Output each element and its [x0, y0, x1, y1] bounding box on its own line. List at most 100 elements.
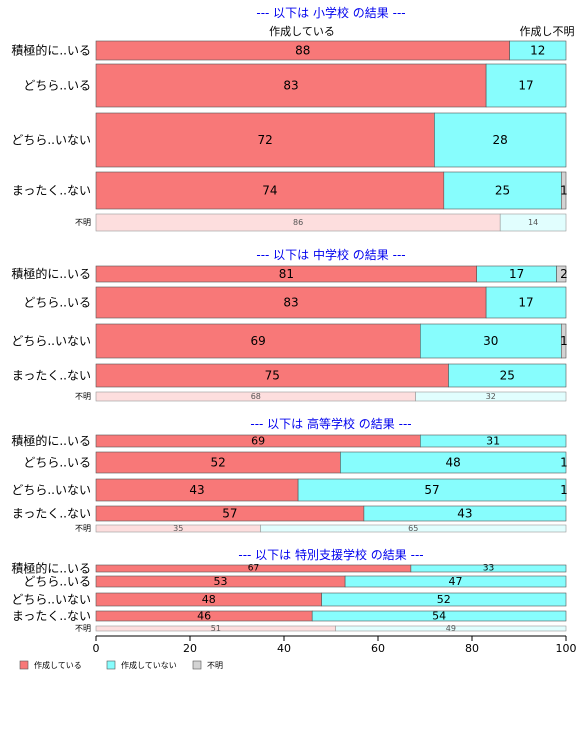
- row-label: 不明: [75, 392, 91, 401]
- row-label: どちら..いない: [11, 483, 91, 497]
- bar-segment: [448, 363, 567, 388]
- data-label: 43: [189, 483, 204, 497]
- data-label: 65: [408, 524, 418, 533]
- panel-title: --- 以下は 小学校 の結果 ---: [256, 5, 405, 20]
- bar-segment: [344, 575, 567, 588]
- bar-row: まったく..ない 46 54: [12, 609, 567, 623]
- bar-row: まったく..ない 74 25 1: [12, 171, 568, 210]
- panel-2: --- 以下は 中学校 の結果 --- 積極的に..いる 81 17 2 どちら..いる 8…: [11, 247, 568, 402]
- data-label: 28: [493, 133, 508, 147]
- data-label: 47: [449, 575, 463, 588]
- data-label: 46: [197, 610, 211, 623]
- bar-segment: [95, 323, 421, 359]
- data-label: 69: [251, 435, 265, 448]
- x-axis: 0 20 40 60 80 100: [93, 635, 577, 655]
- bar-row: 不明 51 49: [75, 624, 567, 633]
- panel-title: --- 以下は 高等学校 の結果 ---: [250, 416, 411, 431]
- legend-swatch: [192, 660, 202, 670]
- bar-segment: [560, 323, 567, 359]
- row-label: どちら..いる: [23, 79, 91, 93]
- row-label: 積極的に..いる: [11, 266, 91, 281]
- bar-segment: [485, 286, 567, 319]
- data-label: 12: [530, 44, 545, 58]
- bar-row: どちら..いない 69 30 1: [11, 323, 568, 359]
- legend-swatch: [106, 660, 116, 670]
- x-tick-label: 60: [371, 642, 385, 655]
- row-label: どちら..いない: [11, 593, 91, 607]
- data-label: 75: [265, 369, 280, 383]
- row-label: どちら..いる: [23, 456, 91, 470]
- data-label: 1: [560, 483, 568, 497]
- row-label: まったく..ない: [12, 507, 91, 521]
- data-label: 52: [437, 593, 451, 606]
- bar-segment: [311, 610, 567, 622]
- row-label: 積極的に..いる: [11, 43, 91, 58]
- panel-title: --- 以下は 中学校 の結果 ---: [256, 247, 405, 262]
- data-label: 74: [262, 184, 277, 198]
- bar-row: どちら..いる 52 48 1: [23, 451, 568, 474]
- data-label: 54: [432, 610, 446, 623]
- data-label: 17: [509, 267, 524, 281]
- legend-item: 作成していない: [106, 660, 177, 670]
- data-label: 17: [518, 296, 533, 310]
- data-label: 67: [248, 564, 259, 574]
- bar-segment: [95, 171, 445, 210]
- bar-row: どちら..いる 83 17: [23, 286, 567, 319]
- data-label: 1: [560, 184, 568, 198]
- bar-row: まったく..ない 75 25: [12, 363, 567, 388]
- bar-row: どちら..いない 48 52: [11, 592, 567, 607]
- bar-row: 積極的に..いる 67 33: [11, 561, 567, 576]
- x-tick-label: 40: [277, 642, 291, 655]
- bar-segment: [556, 265, 567, 283]
- data-label: 57: [424, 483, 439, 497]
- bar-segment: [260, 524, 567, 533]
- bar-row: まったく..ない 57 43: [12, 505, 567, 522]
- row-label: どちら..いない: [11, 133, 91, 147]
- bar-row: どちら..いない 43 57 1: [11, 478, 568, 502]
- bar-segment: [321, 592, 567, 607]
- bar-segment: [340, 451, 567, 474]
- bar-segment: [95, 286, 487, 319]
- legend-label: 作成していない: [121, 660, 177, 670]
- row-label: どちら..いない: [11, 334, 91, 348]
- data-label: 14: [528, 218, 538, 227]
- data-label: 81: [279, 267, 294, 281]
- top-header-yes: 作成している: [269, 25, 335, 38]
- data-label: 52: [211, 456, 226, 470]
- bar-row: どちら..いる 83 17: [23, 63, 567, 108]
- bar-segment: [410, 564, 567, 573]
- row-label: 積極的に..いる: [11, 433, 91, 448]
- row-label: どちら..いる: [23, 575, 91, 589]
- data-label: 2: [560, 267, 568, 281]
- data-label: 86: [293, 218, 303, 227]
- bar-segment: [95, 112, 435, 168]
- legend-item: 不明: [192, 660, 223, 670]
- data-label: 49: [446, 624, 456, 633]
- x-tick-label: 80: [465, 642, 479, 655]
- data-label: 48: [202, 593, 216, 606]
- data-label: 68: [251, 392, 261, 401]
- bar-segment: [419, 323, 562, 359]
- bar-row: 積極的に..いる 88 12: [11, 40, 567, 61]
- data-label: 31: [486, 435, 500, 448]
- bar-row: 不明 35 65: [75, 524, 567, 533]
- bar-segment: [443, 171, 562, 210]
- bar-segment: [363, 505, 567, 522]
- panel-title: --- 以下は 特別支援学校 の結果 ---: [238, 547, 423, 562]
- bar-row: 積極的に..いる 81 17 2: [11, 265, 568, 283]
- bar-row: どちら..いない 72 28: [11, 112, 567, 168]
- data-label: 25: [495, 184, 510, 198]
- panel-4: --- 以下は 特別支援学校 の結果 ---積極的に..いる 67 33どちら..い…: [11, 547, 567, 633]
- data-label: 83: [283, 296, 298, 310]
- data-label: 83: [283, 79, 298, 93]
- legend: 作成している 作成していない 不明: [19, 660, 223, 670]
- data-label: 30: [483, 334, 498, 348]
- bar-segment: [419, 434, 567, 448]
- data-label: 32: [486, 392, 496, 401]
- bar-segment: [560, 171, 567, 210]
- row-label: まったく..ない: [12, 184, 91, 198]
- panel-1: --- 以下は 小学校 の結果 --- 積極的に..いる 88 12 どちら..いる 83…: [11, 5, 568, 232]
- bar-segment: [95, 63, 487, 108]
- bar-segment: [499, 213, 567, 232]
